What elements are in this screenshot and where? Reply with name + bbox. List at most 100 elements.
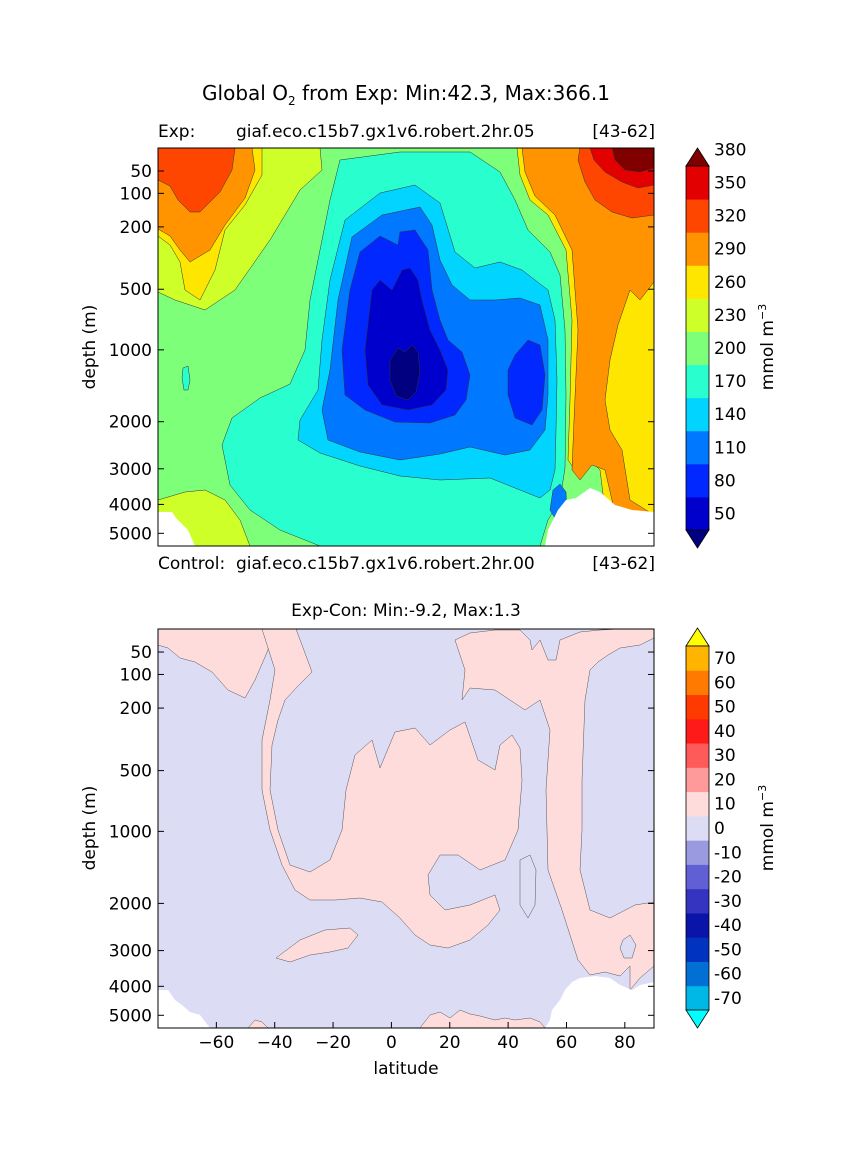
contour-band-20-50: [389, 344, 421, 401]
colorbar-tick-label: 320: [714, 207, 746, 227]
contour-band-0-10-right: [454, 629, 654, 991]
y-tick-label: 4000: [109, 977, 152, 997]
colorbar-band: [686, 888, 709, 914]
y-tick-label: 200: [120, 699, 152, 719]
colorbar-extend-max: [685, 627, 710, 647]
bottom-contour-field: [158, 629, 654, 1028]
colorbar-band: [686, 397, 709, 432]
exp-years: [43-62]: [592, 122, 655, 142]
bottom-colorbar-label: mmol m−3: [756, 785, 778, 871]
colorbar-extend-min: [685, 529, 710, 549]
x-tick-label: −60: [198, 1033, 234, 1053]
colorbar-extend-min: [685, 1009, 710, 1029]
contour-band-neg10-0-spot: [519, 854, 637, 959]
x-tick-label: 40: [497, 1033, 519, 1053]
y-tick-label: 2000: [109, 894, 152, 914]
x-tick-label: 80: [614, 1033, 636, 1053]
figure-title: Global O2 from Exp: Min:42.3, Max:366.1: [202, 81, 610, 108]
colorbar-tick-label: 200: [714, 339, 746, 359]
y-tick-label: 100: [120, 665, 152, 685]
colorbar-band: [686, 791, 709, 817]
colorbar-band: [686, 864, 709, 890]
contour-band-320-350: [158, 148, 236, 213]
colorbar-tick-label: 70: [714, 649, 736, 669]
colorbar-tick-label: 380: [714, 140, 746, 160]
colorbar-tick-label: 260: [714, 273, 746, 293]
bottom-title: Exp-Con: Min:-9.2, Max:1.3: [291, 601, 521, 621]
colorbar-band: [686, 496, 709, 531]
y-tick-label: 5000: [109, 524, 152, 544]
colorbar-band: [686, 232, 709, 266]
contour-band-0-10-seafloor: [247, 1009, 546, 1028]
control-years: [43-62]: [592, 554, 655, 574]
contour-band-380-410: [611, 148, 654, 173]
colorbar-band: [686, 743, 709, 768]
colorbar-frame: [685, 165, 710, 531]
colorbar-band: [686, 937, 709, 962]
colorbar-tick-label: 20: [714, 770, 736, 790]
colorbar-band: [686, 298, 709, 332]
bottom-colorbar: -70 -60 -50 -40 -30 -20 -10 0 10 20 30 40 50 60 70: [685, 627, 742, 1029]
colorbar-tick-label: 80: [714, 471, 736, 491]
colorbar-band: [686, 767, 709, 793]
colorbar-tick-label: -50: [714, 940, 742, 960]
colorbar-tick-label: 290: [714, 240, 746, 260]
colorbar-band: [686, 166, 709, 200]
top-contour-field: [158, 148, 654, 546]
colorbar-tick-label: 140: [714, 405, 746, 425]
colorbar-band: [686, 463, 709, 498]
colorbar-band: [686, 670, 709, 696]
colorbar-tick-label: 10: [714, 795, 736, 815]
y-tick-label: 500: [120, 762, 152, 782]
contour-band-0-10-center: [261, 629, 523, 949]
colorbar-tick-label: -70: [714, 989, 742, 1009]
colorbar-band: [686, 430, 709, 465]
colorbar-band: [686, 646, 709, 671]
colorbar-tick-label: 50: [714, 504, 736, 524]
y-tick-label: 4000: [109, 495, 152, 515]
colorbar-band: [686, 718, 709, 744]
exp-name: giaf.eco.c15b7.gx1v6.robert.2hr.05: [236, 122, 535, 142]
y-tick-label: 5000: [109, 1006, 152, 1026]
x-tick-label: 60: [556, 1033, 578, 1053]
colorbar-extend-max: [685, 147, 710, 167]
contour-band-290-320-right: [521, 148, 654, 546]
colorbar-tick-label: -60: [714, 965, 742, 985]
y-tick-label: 1000: [109, 822, 152, 842]
y-tick-label: 2000: [109, 413, 152, 433]
colorbar-band: [686, 265, 709, 299]
x-tick-label: −20: [315, 1033, 351, 1053]
colorbar-tick-label: 0: [714, 819, 725, 839]
bottom-plot-frame: [157, 628, 655, 1029]
x-tick-label: 0: [386, 1033, 397, 1053]
contour-band-170-200-spot: [181, 365, 191, 391]
bottom-masked-bathymetry: [158, 976, 654, 1028]
y-tick-label: 3000: [109, 942, 152, 962]
y-tick-label: 3000: [109, 460, 152, 480]
colorbar-tick-label: 30: [714, 746, 736, 766]
top-masked-bathymetry: [158, 488, 654, 546]
colorbar-band: [686, 331, 709, 366]
colorbar-band: [686, 961, 709, 987]
colorbar-tick-label: -30: [714, 892, 742, 912]
colorbar-band: [686, 364, 709, 399]
colorbar-frame: [685, 645, 710, 1011]
colorbar-tick-label: -40: [714, 916, 742, 936]
y-tick-label: 200: [120, 218, 152, 238]
control-name: giaf.eco.c15b7.gx1v6.robert.2hr.00: [236, 554, 535, 574]
control-prefix: Control:: [158, 554, 225, 574]
y-tick-label: 50: [130, 162, 152, 182]
colorbar-tick-label: 50: [714, 698, 736, 718]
bottom-ylabel: depth (m): [80, 786, 100, 871]
contour-band-0-10-lens: [275, 927, 359, 963]
colorbar-tick-label: 110: [714, 438, 746, 458]
colorbar-tick-label: 350: [714, 174, 746, 194]
colorbar-band: [686, 912, 709, 938]
y-tick-label: 50: [130, 643, 152, 663]
colorbar-band: [686, 199, 709, 233]
y-tick-label: 500: [120, 280, 152, 300]
colorbar-band: [686, 840, 709, 865]
